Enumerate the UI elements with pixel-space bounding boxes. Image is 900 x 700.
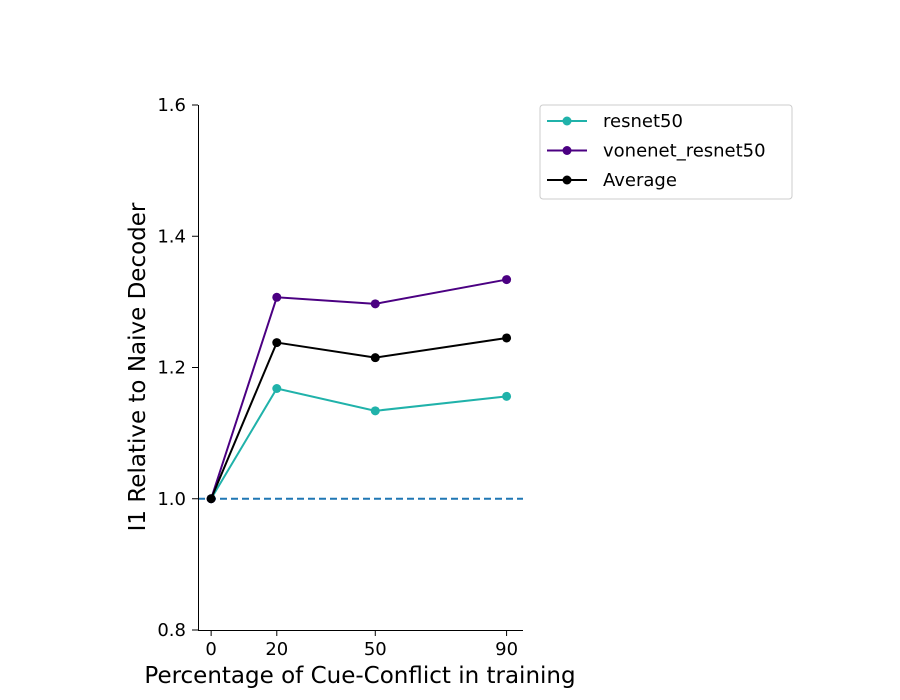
data-point-resnet50: [502, 391, 512, 401]
x-tick-label: 0: [205, 639, 216, 660]
y-axis-title: I1 Relative to Naive Decoder: [125, 202, 151, 531]
axes: [198, 105, 523, 631]
ticks: 0.8 1.0 1.2 1.4 1.6 0 20 50 90: [157, 95, 518, 660]
data-point-average: [272, 338, 282, 348]
data-point-vonenet-resnet50: [502, 275, 512, 285]
legend-label-resnet50: resnet50: [603, 111, 683, 132]
series-layer: [206, 275, 512, 504]
x-tick-label: 50: [364, 639, 387, 660]
y-tick-label: 1.2: [157, 358, 186, 379]
legend-marker-vonenet-resnet50: [562, 146, 572, 155]
legend-label-average: Average: [603, 170, 677, 191]
legend-marker-average: [562, 175, 572, 185]
y-tick-label: 0.8: [157, 620, 186, 641]
series-line-resnet50: [210, 387, 507, 500]
data-point-resnet50: [370, 406, 380, 416]
data-point-vonenet-resnet50: [272, 292, 282, 302]
data-point-average: [206, 494, 216, 504]
x-axis-title: Percentage of Cue-Conflict in training: [144, 663, 575, 689]
y-tick-label: 1.4: [157, 226, 186, 247]
series-line-vonenet-resnet50: [210, 278, 507, 500]
series-line-average: [210, 336, 507, 500]
x-tick-label: 90: [495, 639, 518, 660]
y-tick-label: 1.0: [157, 489, 186, 510]
y-tick-label: 1.6: [157, 95, 186, 116]
data-point-vonenet-resnet50: [370, 299, 380, 309]
x-tick-label: 20: [265, 639, 288, 660]
data-point-average: [370, 353, 380, 363]
legend-marker-resnet50: [562, 116, 572, 126]
data-point-average: [502, 333, 512, 343]
data-point-resnet50: [272, 384, 282, 393]
legend-label-vonenet-resnet50: vonenet_resnet50: [603, 141, 766, 162]
legend-frame: [539, 104, 793, 200]
legend: resnet50 vonenet_resnet50 Average: [539, 104, 793, 200]
